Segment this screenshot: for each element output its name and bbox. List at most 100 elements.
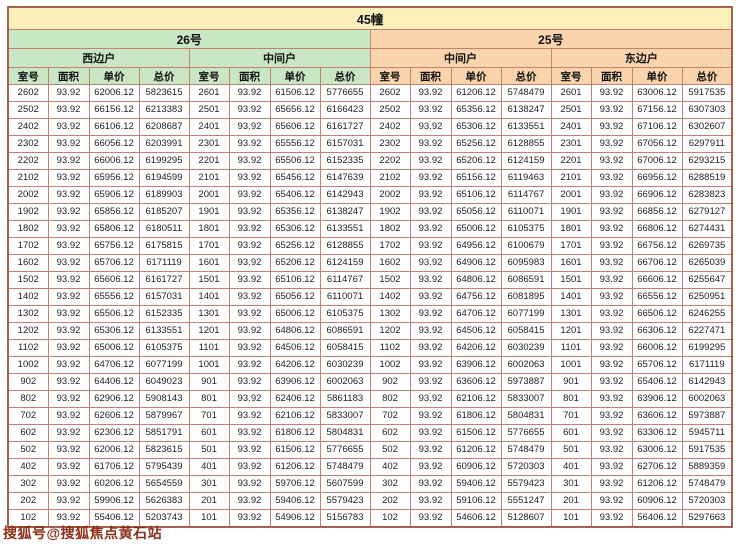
table-row: 702 93.92 62606.12 5879967 701 93.92 62106.12 5… [7, 407, 733, 425]
unit-price-cell: 65356.12 [269, 203, 321, 221]
area-cell: 93.92 [409, 203, 452, 221]
room-no-cell: 1001 [550, 356, 592, 374]
total-price-cell: 6100679 [500, 237, 552, 255]
room-no-cell: 902 [369, 373, 411, 391]
room-no-cell: 402 [7, 458, 49, 476]
room-no-cell: 1502 [369, 271, 411, 289]
area-cell: 93.92 [590, 509, 633, 528]
total-price-cell: 6157031 [319, 135, 371, 153]
room-no-cell: 102 [7, 509, 49, 528]
total-price-cell: 6171119 [681, 356, 733, 374]
total-price-cell: 5748479 [500, 84, 552, 102]
unit-price-cell: 66556.12 [631, 288, 683, 306]
room-no-cell: 202 [7, 492, 49, 510]
total-price-cell: 5833007 [319, 407, 371, 425]
room-no-cell: 501 [188, 441, 230, 459]
area-cell: 93.92 [228, 203, 271, 221]
room-no-cell: 501 [550, 441, 592, 459]
total-price-cell: 5748479 [319, 458, 371, 476]
total-price-cell: 6114767 [500, 186, 552, 204]
table-row: 2002 93.92 65906.12 6189903 2001 93.92 65406.1… [7, 186, 733, 204]
unit-price-cell: 62106.12 [450, 390, 502, 408]
unit-price-cell: 66506.12 [631, 305, 683, 323]
table-row: 802 93.92 62906.12 5908143 801 93.92 62406.12 5… [7, 390, 733, 408]
room-no-cell: 2101 [188, 169, 230, 187]
unit-price-cell: 65256.12 [450, 135, 502, 153]
unit-price-header: 单价 [88, 67, 140, 85]
building-title: 45幢 [7, 6, 733, 30]
unit-price-cell: 59906.12 [88, 492, 140, 510]
unit-price-cell: 64206.12 [450, 339, 502, 357]
unit-header-row: 西边户 中间户 中间户 东边户 [7, 48, 733, 68]
unit-price-cell: 67106.12 [631, 118, 683, 136]
unit-price-cell: 63306.12 [631, 424, 683, 442]
room-no-cell: 1302 [369, 305, 411, 323]
table-row: 1102 93.92 65006.12 6105375 1101 93.92 64506.1… [7, 339, 733, 357]
unit-middle-26-header: 中间户 [188, 48, 371, 68]
room-no-cell: 702 [369, 407, 411, 425]
area-cell: 93.92 [47, 441, 90, 459]
total-price-cell: 5804831 [500, 407, 552, 425]
area-cell: 93.92 [409, 407, 452, 425]
area-cell: 93.92 [590, 373, 633, 391]
room-no-cell: 2501 [188, 101, 230, 119]
unit-price-cell: 63606.12 [631, 407, 683, 425]
table-row: 602 93.92 62306.12 5851791 601 93.92 61806.12 5… [7, 424, 733, 442]
room-no-cell: 2601 [550, 84, 592, 102]
table-row: 302 93.92 60206.12 5654559 301 93.92 59706.12 5… [7, 475, 733, 493]
title-row: 45幢 [7, 6, 733, 30]
unit-price-cell: 64706.12 [450, 305, 502, 323]
area-cell: 93.92 [47, 509, 90, 528]
area-cell: 93.92 [409, 84, 452, 102]
area-cell: 93.92 [47, 118, 90, 136]
room-no-cell: 2201 [550, 152, 592, 170]
total-price-cell: 6030239 [500, 339, 552, 357]
unit-price-cell: 65356.12 [450, 101, 502, 119]
room-no-cell: 502 [7, 441, 49, 459]
unit-price-cell: 64806.12 [269, 322, 321, 340]
area-cell: 93.92 [409, 135, 452, 153]
unit-price-cell: 63906.12 [269, 373, 321, 391]
area-cell: 93.92 [47, 203, 90, 221]
room-no-cell: 1802 [7, 220, 49, 238]
total-price-cell: 6086591 [319, 322, 371, 340]
total-price-cell: 6250951 [681, 288, 733, 306]
total-price-cell: 6105375 [319, 305, 371, 323]
area-cell: 93.92 [590, 135, 633, 153]
room-no-cell: 1001 [188, 356, 230, 374]
unit-price-cell: 59706.12 [269, 475, 321, 493]
area-cell: 93.92 [590, 254, 633, 272]
area-cell: 93.92 [228, 271, 271, 289]
unit-price-cell: 65206.12 [269, 254, 321, 272]
unit-price-cell: 65106.12 [269, 271, 321, 289]
table-row: 202 93.92 59906.12 5626383 201 93.92 59406.12 5… [7, 492, 733, 510]
total-price-cell: 5128607 [500, 509, 552, 528]
unit-price-cell: 62706.12 [631, 458, 683, 476]
unit-price-cell: 59406.12 [450, 475, 502, 493]
unit-price-cell: 66906.12 [631, 186, 683, 204]
room-no-cell: 402 [369, 458, 411, 476]
room-no-cell: 1501 [550, 271, 592, 289]
room-no-cell: 1502 [7, 271, 49, 289]
unit-west-header: 西边户 [7, 48, 190, 68]
area-cell: 93.92 [590, 101, 633, 119]
area-cell: 93.92 [228, 288, 271, 306]
area-cell: 93.92 [47, 339, 90, 357]
room-no-cell: 2502 [369, 101, 411, 119]
total-price-cell: 5748479 [681, 475, 733, 493]
unit-price-cell: 59406.12 [269, 492, 321, 510]
room-no-cell: 2401 [188, 118, 230, 136]
room-no-cell: 2301 [188, 135, 230, 153]
total-price-cell: 6002063 [319, 373, 371, 391]
unit-price-cell: 64206.12 [269, 356, 321, 374]
total-price-cell: 6058415 [500, 322, 552, 340]
total-price-cell: 5776655 [319, 441, 371, 459]
area-cell: 93.92 [590, 152, 633, 170]
total-price-cell: 6077199 [138, 356, 190, 374]
area-cell: 93.92 [590, 441, 633, 459]
total-price-cell: 6213383 [138, 101, 190, 119]
area-cell: 93.92 [228, 84, 271, 102]
total-price-cell: 6265039 [681, 254, 733, 272]
unit-price-cell: 64406.12 [88, 373, 140, 391]
building-25-header: 25号 [369, 29, 733, 49]
